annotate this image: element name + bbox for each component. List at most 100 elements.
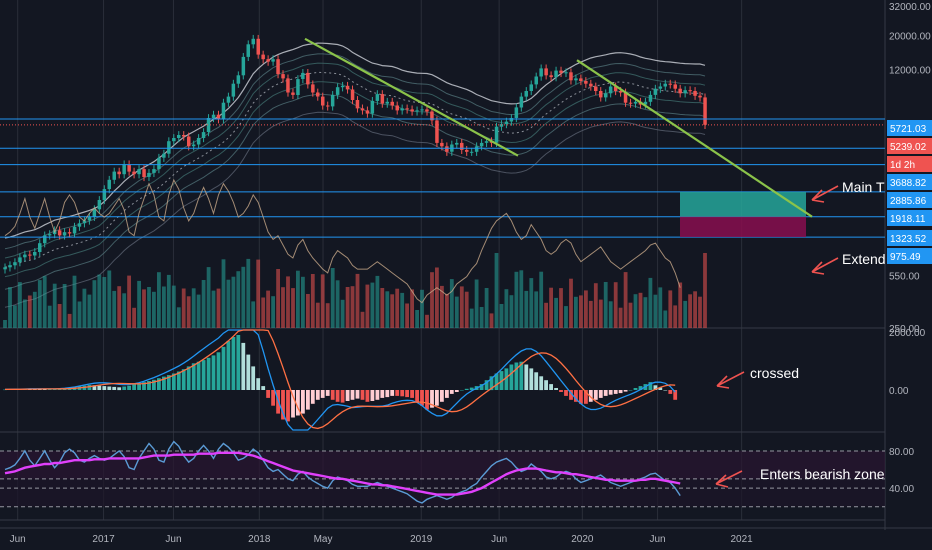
macd-histogram-bar	[157, 378, 161, 390]
candle	[499, 124, 504, 127]
candle	[231, 83, 236, 97]
ma-band-line	[4, 111, 706, 308]
macd-histogram-bar	[107, 386, 112, 390]
volume-bar	[623, 272, 628, 328]
volume-bar	[127, 275, 131, 328]
candle	[226, 96, 231, 103]
volume-bar	[668, 290, 673, 328]
volume-bar	[355, 273, 360, 328]
rsi-bear-zone	[0, 478, 885, 507]
volume-bar	[162, 286, 166, 328]
candle	[604, 93, 608, 98]
candle	[251, 38, 255, 45]
macd-histogram-bar	[410, 390, 414, 398]
candle	[599, 91, 603, 98]
volume-bar	[330, 268, 335, 328]
macd-histogram-bar	[117, 387, 122, 391]
volume-bar	[509, 295, 514, 328]
macd-histogram-bar	[335, 390, 340, 402]
candle	[519, 96, 524, 108]
candle	[594, 86, 598, 91]
candle	[246, 44, 250, 57]
candle	[589, 83, 593, 87]
candle	[648, 94, 653, 102]
volume-bar	[266, 290, 270, 328]
candle	[618, 91, 623, 93]
candle	[355, 100, 360, 109]
macd-histogram-bar	[534, 372, 539, 390]
candle	[311, 84, 315, 93]
candle	[658, 86, 663, 89]
macd-histogram-bar	[559, 390, 563, 392]
macd-axis-label: 2000.00	[889, 328, 926, 339]
macd-histogram-bar	[301, 390, 305, 414]
macd-histogram-bar	[47, 389, 52, 390]
annotation-main-target: Main T	[842, 179, 885, 195]
volume-bar	[628, 302, 633, 328]
macd-histogram-bar	[420, 390, 424, 406]
candle	[410, 109, 414, 112]
volume-bar	[698, 296, 702, 328]
candle	[72, 226, 77, 234]
volume-bar	[494, 253, 499, 328]
candle	[385, 101, 389, 104]
candle	[77, 223, 82, 227]
volume-bar	[653, 294, 658, 328]
candle	[122, 164, 126, 175]
volume-bar	[191, 288, 196, 328]
volume-bar	[390, 294, 395, 328]
macd-histogram-bar	[390, 390, 395, 396]
macd-histogram-bar	[181, 369, 186, 390]
x-axis-label: Jun	[10, 534, 26, 545]
price-label-box	[887, 230, 932, 246]
candle	[266, 59, 270, 62]
candle	[524, 91, 528, 97]
candle	[455, 142, 459, 145]
volume-bar	[474, 279, 479, 328]
volume-bar	[469, 308, 474, 328]
volume-bar	[37, 280, 42, 328]
volume-bar	[3, 320, 7, 328]
rsi-bull-zone	[0, 450, 885, 479]
x-axis-label: May	[314, 534, 333, 545]
candle	[345, 85, 350, 90]
macd-histogram-bar	[445, 390, 449, 398]
macd-histogram-bar	[216, 352, 221, 390]
volume-bar	[310, 274, 315, 328]
volume-bar	[648, 277, 653, 328]
candle	[335, 87, 340, 95]
volume-bar	[62, 284, 67, 328]
candle	[187, 136, 191, 147]
x-axis-label: Jun	[165, 534, 181, 545]
candle	[405, 108, 409, 110]
volume-bar	[405, 303, 409, 328]
candle	[13, 262, 17, 266]
candle	[291, 92, 295, 95]
target-zone-main	[680, 191, 806, 217]
candle	[67, 232, 72, 234]
candle	[683, 90, 687, 94]
volume-bar	[57, 304, 62, 328]
volume-bar	[410, 289, 414, 328]
candle	[445, 146, 449, 152]
volume-bar	[688, 294, 692, 328]
candle	[23, 254, 27, 258]
candle	[43, 235, 47, 244]
macd-histogram-bar	[663, 390, 668, 391]
candle	[157, 157, 161, 170]
candle	[87, 216, 92, 221]
macd-histogram-bar	[3, 389, 7, 391]
candle	[613, 86, 618, 91]
volume-bar	[430, 272, 434, 328]
candle	[663, 83, 667, 87]
macd-histogram-bar	[261, 386, 266, 390]
volume-bar	[588, 300, 593, 328]
macd-histogram-bar	[310, 390, 315, 404]
volume-bar	[658, 287, 663, 328]
y-axis-label: 32000.00	[889, 2, 931, 13]
y-axis-label: 20000.00	[889, 31, 931, 42]
macd-histogram-bar	[579, 390, 583, 404]
macd-histogram-bar	[176, 371, 181, 390]
candle	[698, 95, 702, 98]
